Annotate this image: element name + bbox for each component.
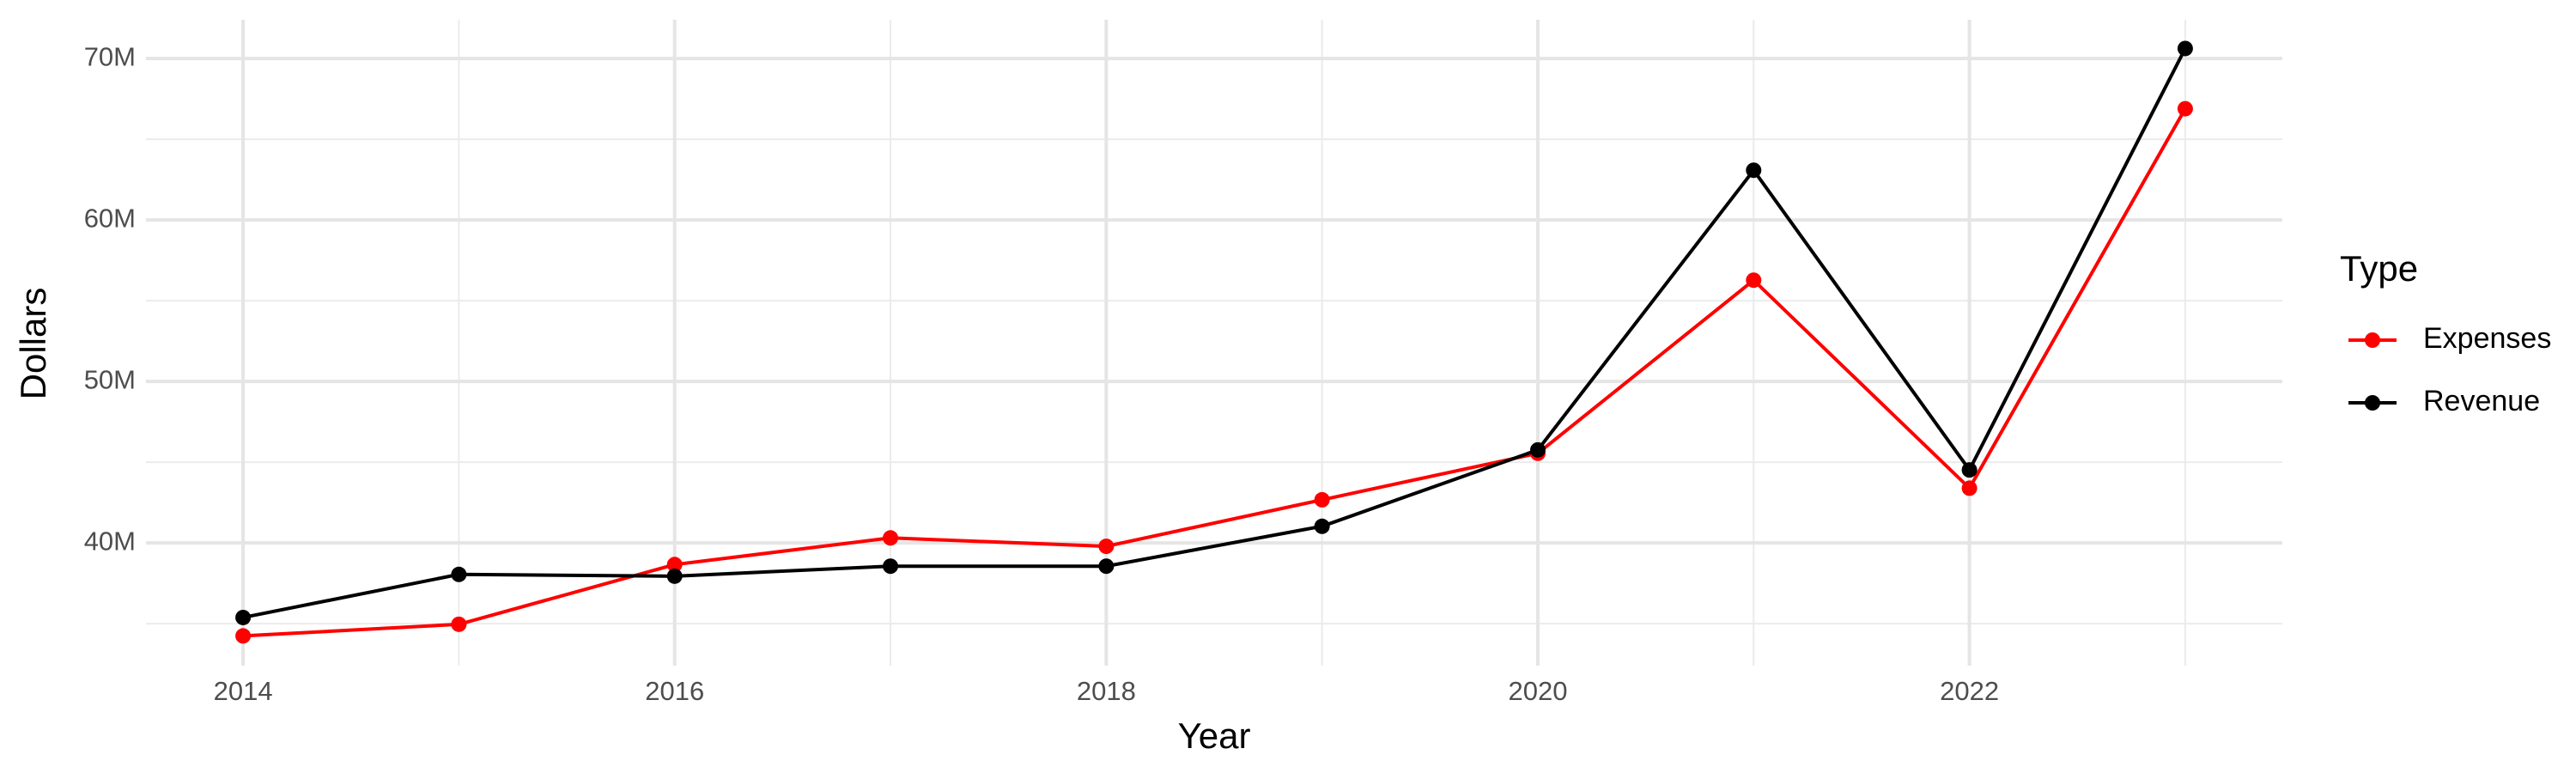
x-tick-label: 2016	[645, 676, 704, 706]
data-point	[1098, 558, 1115, 575]
plot-area	[235, 40, 2193, 644]
data-point	[1529, 441, 1546, 458]
legend-marker	[2365, 395, 2380, 411]
data-point	[235, 628, 252, 644]
data-point	[451, 616, 467, 632]
data-point	[1314, 491, 1330, 508]
x-tick-label: 2022	[1940, 676, 1999, 706]
data-point	[2177, 100, 2193, 117]
data-point	[451, 566, 467, 582]
data-point	[1314, 518, 1330, 534]
data-point	[1746, 162, 1762, 179]
legend-title: Type	[2340, 248, 2418, 289]
y-axis-title: Dollars	[13, 288, 53, 400]
x-tick-label: 2020	[1508, 676, 1567, 706]
x-axis-title: Year	[1178, 715, 1251, 756]
data-point	[1961, 462, 1978, 478]
data-point	[1746, 272, 1762, 289]
legend-marker	[2365, 332, 2380, 348]
y-tick-label: 40M	[84, 526, 136, 556]
data-point	[666, 557, 683, 573]
data-point	[235, 609, 252, 625]
data-point	[883, 558, 899, 575]
legend-label: Expenses	[2423, 322, 2551, 355]
data-point	[2177, 40, 2193, 57]
x-tick-label: 2018	[1077, 676, 1136, 706]
legend-label: Revenue	[2423, 385, 2540, 417]
y-tick-label: 50M	[84, 364, 136, 394]
data-point	[666, 568, 683, 584]
x-tick-label: 2014	[214, 676, 273, 706]
series-line	[242, 107, 2187, 638]
y-tick-label: 70M	[84, 41, 136, 71]
data-point	[1961, 480, 1978, 496]
grid	[146, 20, 2282, 666]
series-line	[242, 47, 2187, 619]
data-point	[1098, 539, 1115, 555]
y-tick-label: 60M	[84, 203, 136, 233]
data-point	[883, 530, 899, 546]
